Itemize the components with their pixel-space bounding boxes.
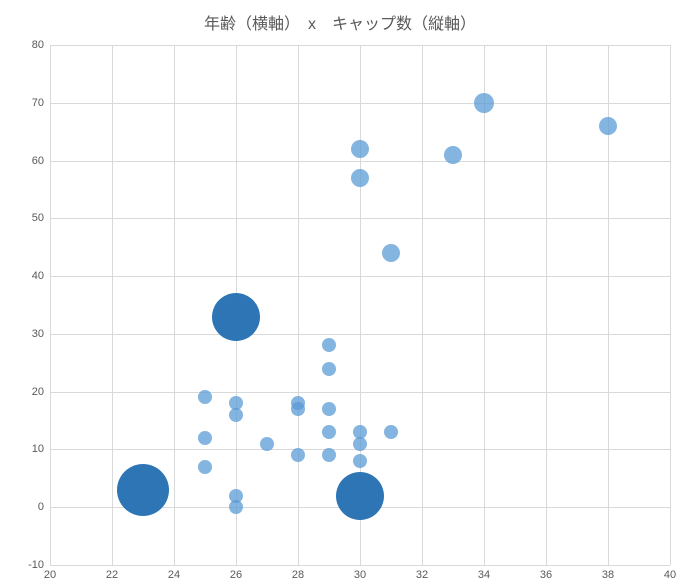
gridline-h (50, 103, 670, 104)
x-tick-label: 34 (478, 569, 490, 581)
data-bubble (444, 146, 462, 164)
gridline-v (422, 45, 423, 565)
y-tick-label: 30 (32, 328, 44, 340)
y-tick-label: 40 (32, 270, 44, 282)
y-tick-label: 80 (32, 39, 44, 51)
data-bubble (474, 93, 494, 113)
x-tick-label: 26 (230, 569, 242, 581)
data-bubble (291, 448, 305, 462)
y-tick-label: 70 (32, 97, 44, 109)
data-bubble (198, 460, 212, 474)
y-tick-label: 50 (32, 212, 44, 224)
gridline-h (50, 276, 670, 277)
data-bubble (291, 402, 305, 416)
gridline-v (546, 45, 547, 565)
data-bubble (198, 431, 212, 445)
chart-title: 年齢（横軸） x キャップ数（縦軸） (0, 10, 680, 34)
gridline-h (50, 392, 670, 393)
gridline-h (50, 45, 670, 46)
y-tick-label: 10 (32, 443, 44, 455)
data-bubble (382, 244, 400, 262)
y-tick-label: 0 (38, 501, 44, 513)
x-tick-label: 40 (664, 569, 676, 581)
data-bubble (599, 117, 617, 135)
gridline-v (484, 45, 485, 565)
data-bubble (117, 464, 169, 516)
data-bubble (353, 437, 367, 451)
chart-container: 年齢（横軸） x キャップ数（縦軸） 202224262830323436384… (0, 0, 680, 586)
gridline-v (112, 45, 113, 565)
gridline-h (50, 161, 670, 162)
data-bubble (353, 454, 367, 468)
data-bubble (212, 293, 260, 341)
x-tick-label: 22 (106, 569, 118, 581)
y-tick-label: 60 (32, 155, 44, 167)
data-bubble (351, 140, 369, 158)
data-bubble (322, 402, 336, 416)
gridline-v (174, 45, 175, 565)
plot-area: 2022242628303234363840-10010203040506070… (50, 45, 670, 565)
x-tick-label: 24 (168, 569, 180, 581)
data-bubble (229, 408, 243, 422)
gridline-v (298, 45, 299, 565)
x-tick-label: 32 (416, 569, 428, 581)
data-bubble (322, 362, 336, 376)
data-bubble (198, 390, 212, 404)
data-bubble (336, 472, 384, 520)
y-tick-label: 20 (32, 386, 44, 398)
gridline-v (670, 45, 671, 565)
x-tick-label: 30 (354, 569, 366, 581)
gridline-v (50, 45, 51, 565)
data-bubble (229, 500, 243, 514)
data-bubble (260, 437, 274, 451)
data-bubble (322, 338, 336, 352)
gridline-h (50, 334, 670, 335)
x-tick-label: 38 (602, 569, 614, 581)
gridline-h (50, 565, 670, 566)
x-tick-label: 36 (540, 569, 552, 581)
data-bubble (384, 425, 398, 439)
gridline-h (50, 218, 670, 219)
data-bubble (322, 448, 336, 462)
x-tick-label: 28 (292, 569, 304, 581)
x-tick-label: 20 (44, 569, 56, 581)
data-bubble (322, 425, 336, 439)
data-bubble (351, 169, 369, 187)
y-tick-label: -10 (28, 559, 44, 571)
